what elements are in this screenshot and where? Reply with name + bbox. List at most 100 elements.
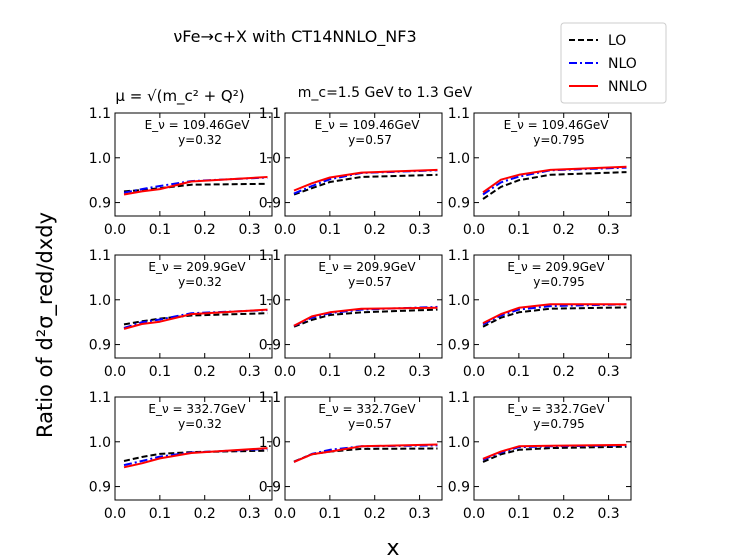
series-nnlo-line	[123, 308, 268, 330]
panel-y-label: y=0.32	[178, 133, 222, 147]
series-lo-line	[293, 173, 438, 196]
x-tick-label: 0.0	[104, 222, 126, 238]
y-tick-label: 0.9	[89, 338, 111, 354]
series-nnlo-line	[482, 443, 627, 460]
y-tick-label: 0.9	[259, 196, 281, 212]
x-tick-label: 0.3	[238, 364, 260, 380]
x-tick-label: 0.1	[319, 222, 341, 238]
y-tick-label: 1.1	[89, 106, 111, 122]
panel-y-label: y=0.795	[533, 133, 585, 147]
panel-row3-col1: 0.0 0.1 0.2 0.3 0.9 1.0 1.1 E_ν = 332.7GeVy=0.3…	[89, 390, 273, 522]
series-nlo-line	[123, 176, 268, 194]
panel-energy-label: E_ν = 209.9GeV	[318, 260, 416, 274]
panel-frame	[114, 396, 273, 501]
y-axis-label: Ratio of d²σ_red/dxdy	[33, 212, 58, 438]
panel-frame	[473, 254, 632, 359]
x-tick-label: 0.3	[408, 364, 430, 380]
legend: LO NLO NNLO	[560, 22, 667, 104]
y-tick-label: 1.0	[259, 151, 281, 167]
series-nnlo-line	[482, 165, 627, 194]
y-tick-label: 0.9	[448, 338, 470, 354]
y-tick-label: 1.0	[448, 435, 470, 451]
x-tick-label: 0.0	[274, 364, 296, 380]
panel-y-label: y=0.57	[348, 417, 392, 431]
y-tick-label: 0.9	[89, 480, 111, 496]
series-nnlo-line	[123, 176, 268, 196]
x-tick-label: 0.2	[553, 506, 575, 522]
y-tick-label: 1.1	[89, 248, 111, 264]
series-lo-line	[293, 308, 438, 328]
legend-label-nnlo: NNLO	[608, 79, 647, 95]
panel-y-label: y=0.795	[533, 417, 585, 431]
y-tick-label: 1.0	[89, 293, 111, 309]
y-tick-label: 1.0	[259, 293, 281, 309]
x-tick-label: 0.1	[149, 222, 171, 238]
y-tick-label: 1.1	[448, 390, 470, 406]
y-tick-label: 1.1	[89, 390, 111, 406]
series-nnlo-line	[293, 168, 438, 192]
series-nlo-line	[482, 303, 627, 326]
panel-frame	[114, 112, 273, 217]
x-tick-label: 0.3	[238, 222, 260, 238]
y-tick-label: 0.9	[259, 338, 281, 354]
panel-energy-label: E_ν = 332.7GeV	[507, 402, 605, 416]
x-tick-label: 0.0	[274, 506, 296, 522]
legend-frame	[560, 22, 667, 104]
panel-row2-col2: 0.0 0.1 0.2 0.3 0.9 1.0 1.1 E_ν = 209.9GeVy=0.5…	[259, 248, 443, 380]
series-nnlo-line	[293, 306, 438, 327]
panel-row2-col3: 0.0 0.1 0.2 0.3 0.9 1.0 1.1 E_ν = 209.9GeVy=0.7…	[448, 248, 632, 380]
x-tick-label: 0.3	[597, 506, 619, 522]
panel-energy-label: E_ν = 109.46GeV	[315, 118, 421, 132]
panel-row1-col3: 0.0 0.1 0.2 0.3 0.9 1.0 1.1 E_ν = 109.46GeVy=0.…	[448, 106, 632, 238]
y-tick-label: 1.1	[259, 106, 281, 122]
panel-energy-label: E_ν = 332.7GeV	[318, 402, 416, 416]
x-tick-label: 0.2	[364, 506, 386, 522]
y-tick-label: 1.1	[259, 248, 281, 264]
y-tick-label: 1.0	[89, 151, 111, 167]
x-tick-label: 0.1	[508, 222, 530, 238]
x-tick-label: 0.1	[149, 364, 171, 380]
panel-y-label: y=0.32	[178, 275, 222, 289]
x-tick-label: 0.1	[508, 506, 530, 522]
series-lo-line	[293, 447, 438, 463]
panel-energy-label: E_ν = 209.9GeV	[148, 260, 246, 274]
x-tick-label: 0.2	[194, 222, 216, 238]
x-tick-label: 0.2	[364, 364, 386, 380]
panel-row2-col1: 0.0 0.1 0.2 0.3 0.9 1.0 1.1 E_ν = 209.9GeVy=0.3…	[89, 248, 273, 380]
x-tick-label: 0.0	[463, 364, 485, 380]
y-tick-label: 1.0	[448, 293, 470, 309]
legend-label-lo: LO	[608, 33, 626, 49]
series-nlo-line	[123, 447, 268, 467]
panel-frame	[284, 112, 443, 217]
panel-energy-label: E_ν = 109.46GeV	[504, 118, 610, 132]
series-nlo-line	[293, 444, 438, 463]
x-tick-label: 0.1	[149, 506, 171, 522]
y-tick-label: 0.9	[259, 480, 281, 496]
x-tick-label: 0.1	[319, 506, 341, 522]
x-tick-label: 0.3	[597, 222, 619, 238]
panel-row1-col1: 0.0 0.1 0.2 0.3 0.9 1.0 1.1 E_ν = 109.46GeVy=0.…	[89, 106, 273, 238]
x-tick-label: 0.0	[104, 506, 126, 522]
panel-row3-col2: 0.0 0.1 0.2 0.3 0.9 1.0 1.1 E_ν = 332.7GeVy=0.5…	[259, 390, 443, 522]
series-nnlo-line	[482, 303, 627, 324]
panel-frame	[473, 396, 632, 501]
scale-note: μ = √(m_c² + Q²)	[115, 87, 244, 106]
panel-frame	[114, 254, 273, 359]
series-nnlo-line	[293, 443, 438, 463]
panel-frame	[284, 254, 443, 359]
x-tick-label: 0.2	[194, 364, 216, 380]
legend-label-nlo: NLO	[608, 56, 637, 72]
x-tick-label: 0.3	[238, 506, 260, 522]
y-tick-label: 1.0	[448, 151, 470, 167]
y-tick-label: 1.1	[259, 390, 281, 406]
x-tick-label: 0.2	[553, 364, 575, 380]
y-tick-label: 1.1	[448, 106, 470, 122]
panel-y-label: y=0.32	[178, 417, 222, 431]
x-tick-label: 0.2	[364, 222, 386, 238]
series-nlo-line	[482, 166, 627, 196]
x-tick-label: 0.0	[463, 222, 485, 238]
x-tick-label: 0.2	[194, 506, 216, 522]
x-tick-label: 0.3	[408, 222, 430, 238]
panel-energy-label: E_ν = 109.46GeV	[145, 118, 251, 132]
x-tick-label: 0.3	[408, 506, 430, 522]
